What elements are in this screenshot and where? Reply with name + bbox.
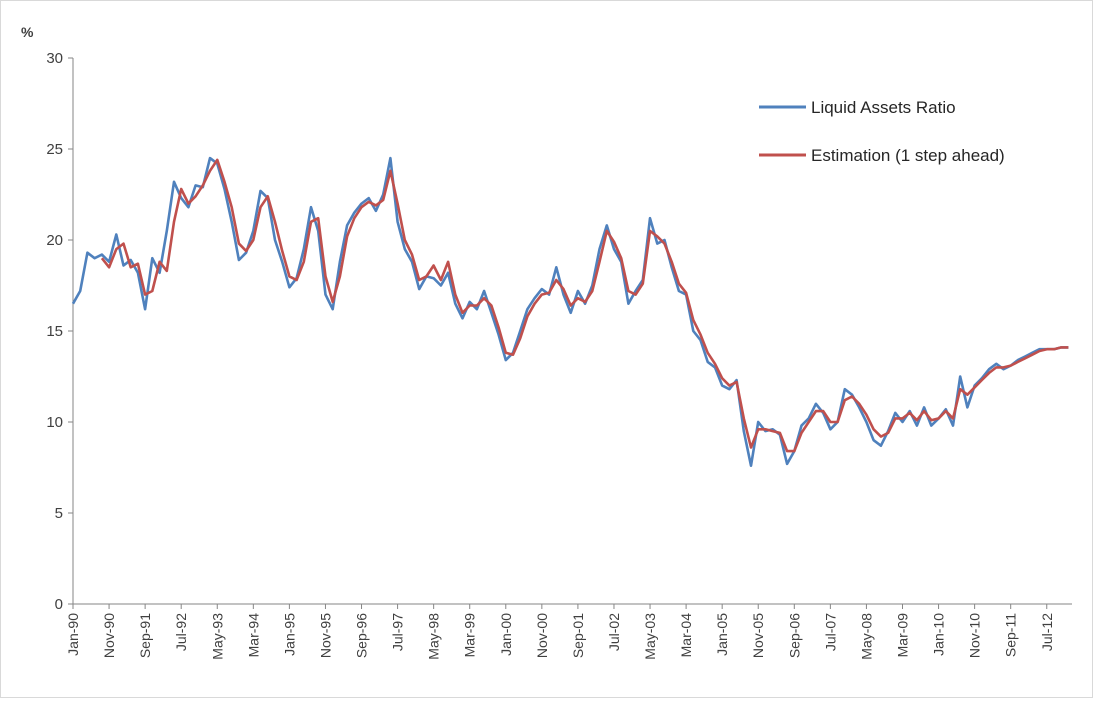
x-tick-label: May-08 — [858, 613, 874, 660]
x-tick-label: Jan-05 — [714, 613, 730, 656]
y-tick-label: 30 — [46, 50, 63, 67]
y-tick-label: 5 — [55, 505, 63, 522]
x-tick-label: Sep-96 — [354, 613, 370, 658]
x-tick-label: Jan-95 — [281, 613, 297, 656]
series-line-liquid-assets-ratio — [71, 156, 1069, 467]
y-tick-label: 25 — [46, 141, 63, 158]
x-tick-label: May-98 — [426, 613, 442, 660]
legend: Liquid Assets Ratio Estimation (1 step ah… — [759, 98, 1005, 165]
y-tick-label: 10 — [46, 414, 63, 431]
x-tick-label: Jan-00 — [498, 613, 514, 656]
x-tick-label: Jul-02 — [606, 613, 622, 651]
x-axis-ticks: Jan-90 Nov-90 Sep-91 Jul-92 May-93 Mar-94 Jan-… — [65, 604, 1055, 660]
x-tick-label: Nov-95 — [317, 613, 333, 658]
series-line-estimation — [100, 158, 1069, 453]
x-tick-label: Mar-09 — [894, 613, 910, 658]
legend-entry: Estimation (1 step ahead) — [811, 146, 1005, 165]
x-tick-label: Jul-97 — [390, 613, 406, 651]
x-tick-label: Jan-90 — [65, 613, 81, 656]
legend-entry: Liquid Assets Ratio — [811, 98, 956, 117]
x-tick-label: Nov-90 — [101, 613, 117, 658]
series-layer — [71, 156, 1069, 467]
y-axis-unit-label: % — [21, 24, 34, 40]
x-tick-label: Nov-10 — [967, 613, 983, 658]
x-tick-label: Mar-04 — [678, 613, 694, 658]
x-tick-label: Jul-12 — [1039, 613, 1055, 651]
x-tick-label: Mar-99 — [462, 613, 478, 658]
x-tick-label: Nov-00 — [534, 613, 550, 658]
x-tick-label: Sep-91 — [137, 613, 153, 658]
x-tick-label: Sep-06 — [786, 613, 802, 658]
x-tick-label: Mar-94 — [245, 613, 261, 658]
y-tick-label: 20 — [46, 232, 63, 249]
x-tick-label: Nov-05 — [750, 613, 766, 658]
x-tick-label: May-93 — [209, 613, 225, 660]
x-tick-label: May-03 — [642, 613, 658, 660]
y-tick-label: 15 — [46, 323, 63, 340]
x-tick-label: Sep-11 — [1003, 613, 1019, 657]
x-tick-label: Jul-07 — [822, 613, 838, 651]
x-tick-label: Sep-01 — [570, 613, 586, 658]
x-tick-label: Jan-10 — [931, 613, 947, 656]
axes — [72, 58, 1072, 605]
y-axis-ticks: 0 5 10 15 20 25 30 — [46, 50, 73, 613]
y-tick-label: 0 — [55, 596, 63, 613]
x-tick-label: Jul-92 — [173, 613, 189, 651]
